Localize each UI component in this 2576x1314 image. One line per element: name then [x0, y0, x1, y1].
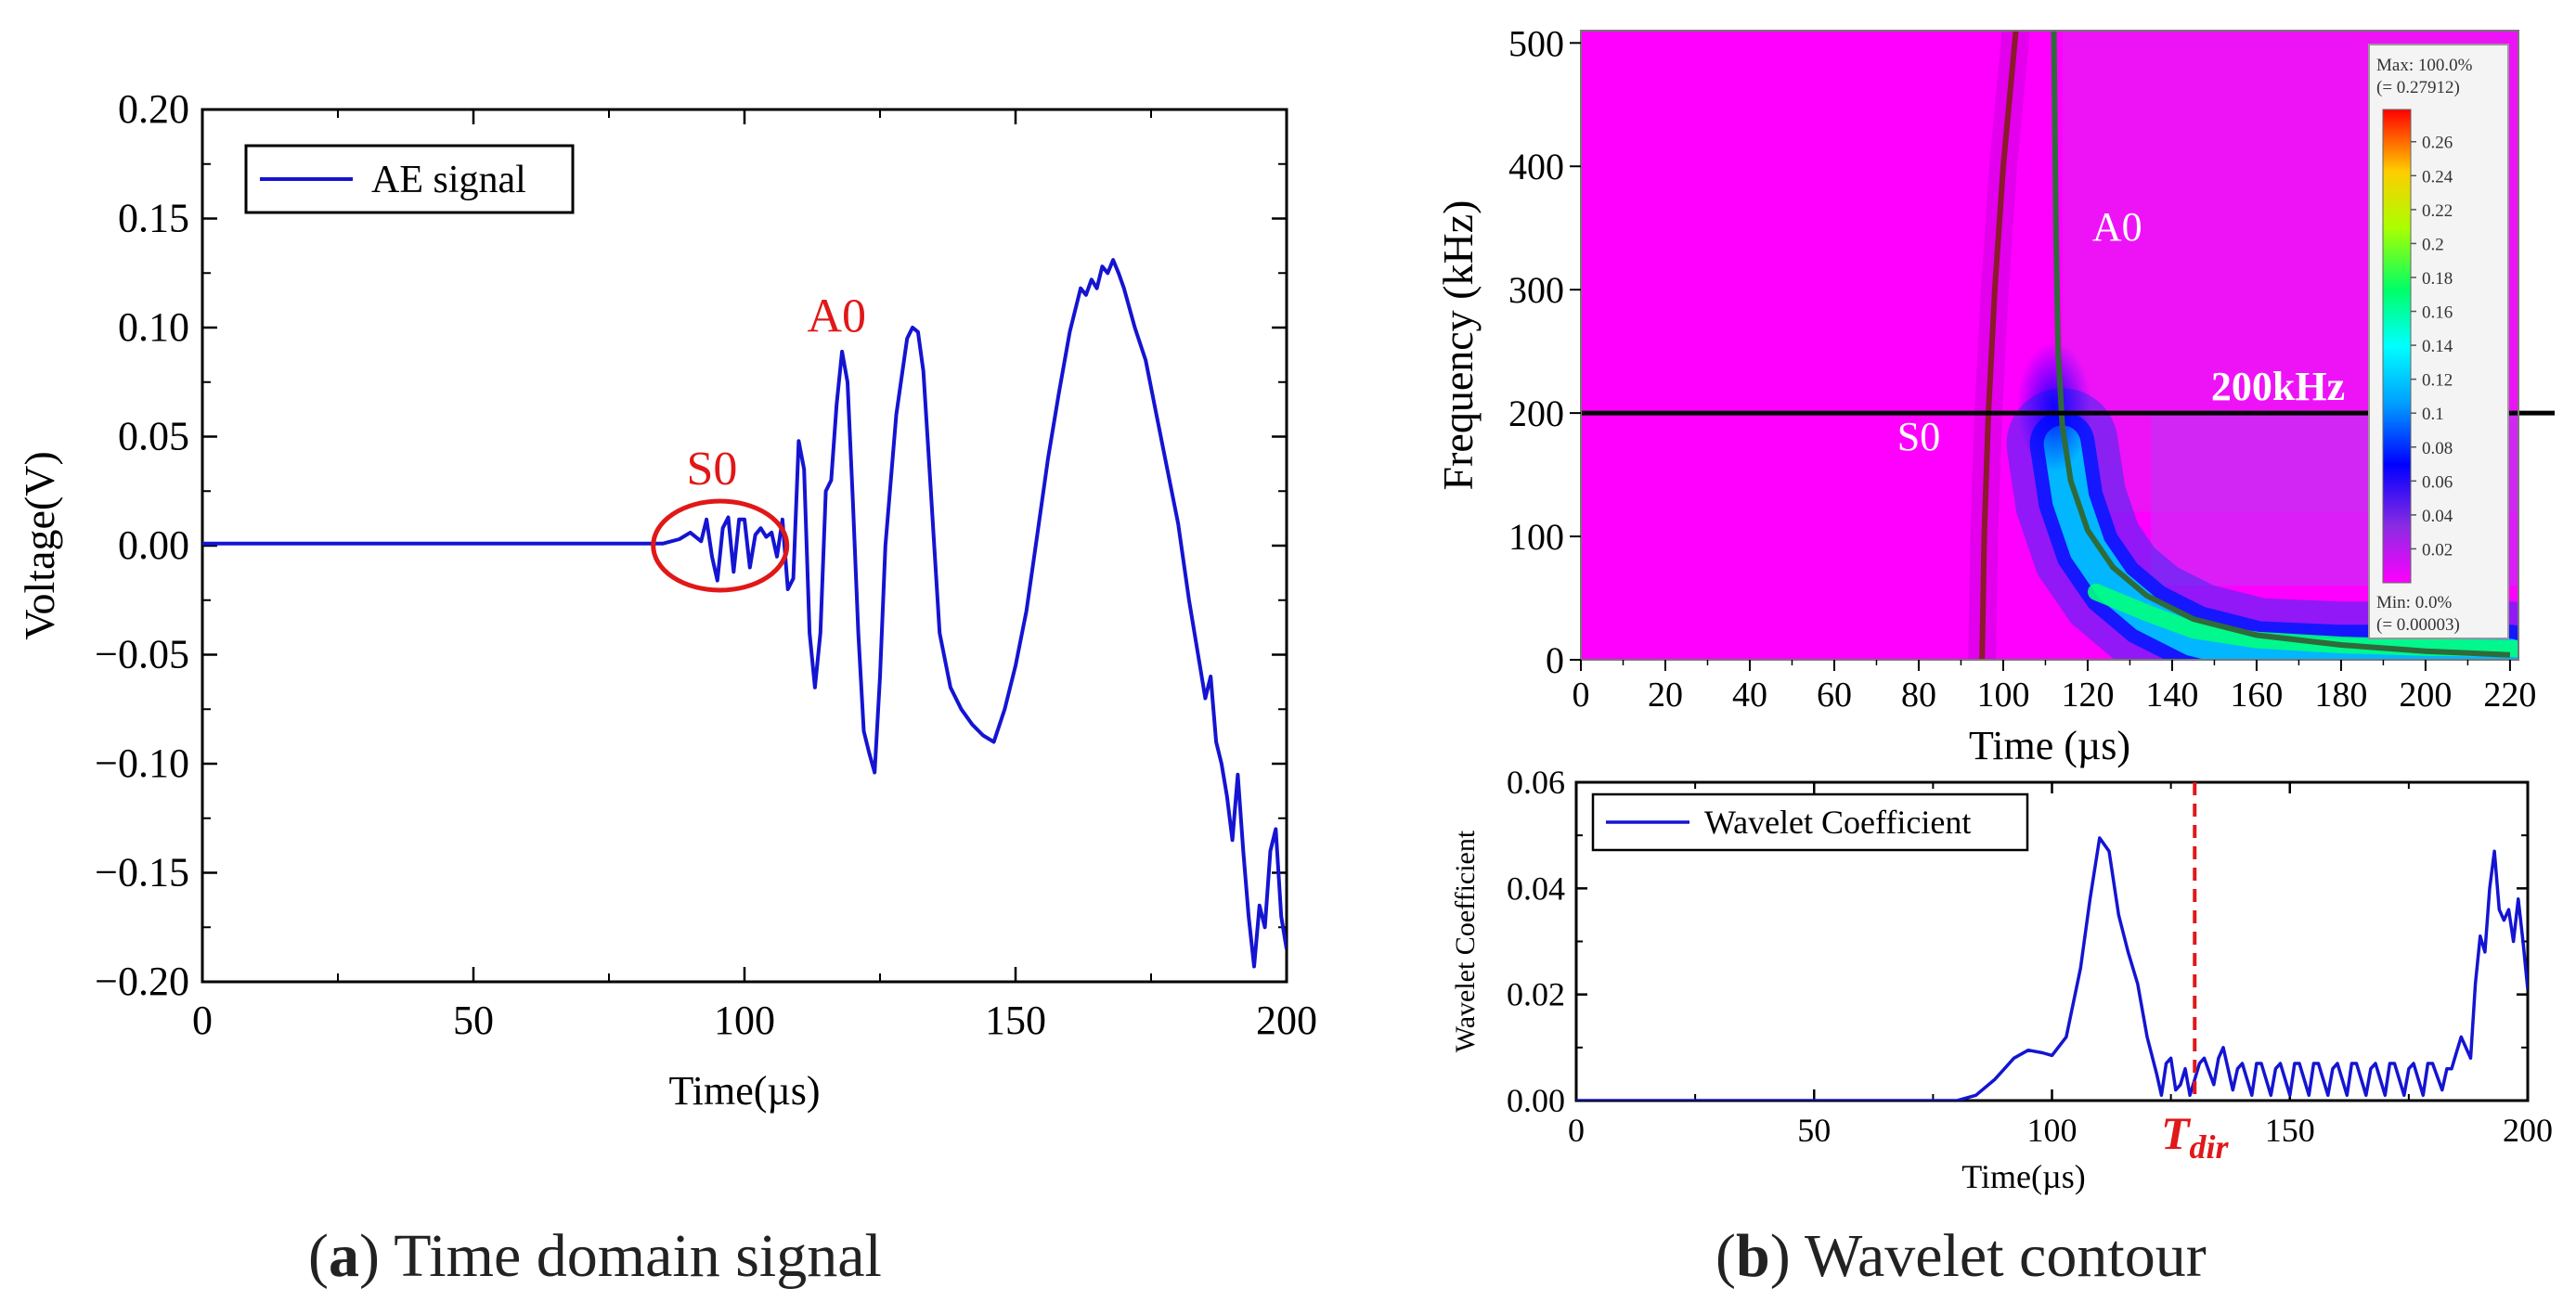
- colorbar-tick-label: 0.16: [2422, 303, 2453, 323]
- plot-b2-series-wavelet-coefficient: [1576, 836, 2528, 1101]
- colorbar-tick-label: 0.14: [2422, 337, 2453, 356]
- heatmap-label-a0: A0: [2092, 204, 2142, 250]
- plot-b2-ytick-label: 0.00: [1507, 1082, 1565, 1119]
- plot-b2-ytick-label: 0.02: [1507, 976, 1565, 1013]
- caption-b-text: Wavelet contour: [1790, 1222, 2207, 1290]
- heatmap-label-s0: S0: [1897, 414, 1940, 459]
- colorbar-tick-label: 0.02: [2422, 540, 2453, 560]
- plot-a-xtick-label: 100: [714, 998, 775, 1043]
- plot-a-ytick-label: 0.15: [118, 196, 189, 241]
- heatmap-xtick-label: 200: [2399, 676, 2452, 715]
- heatmap-ytick-label: 500: [1508, 22, 1564, 64]
- plot-b2-tdir-label-main: T: [2161, 1107, 2192, 1159]
- colorbar-tick-label: 0.22: [2422, 201, 2453, 221]
- plot-b2-tdir-label: Tdir: [2161, 1107, 2230, 1166]
- colorbar-tick-label: 0.08: [2422, 439, 2453, 458]
- heatmap-ridge-green: [2088, 583, 2518, 657]
- plot-a-xtick-label: 200: [1256, 998, 1317, 1043]
- colorbar-tick-label: 0.26: [2422, 134, 2453, 153]
- plot-b2-ytick-label: 0.04: [1507, 870, 1565, 907]
- plot-b2-tdir-label-sub: dir: [2190, 1128, 2230, 1166]
- heatmap-xtick-label: 60: [1817, 676, 1852, 715]
- plot-a-legend-label: AE signal: [371, 159, 526, 201]
- heatmap-xtick-label: 100: [1976, 676, 2029, 715]
- plot-a-ytick-label: −0.10: [95, 741, 189, 786]
- heatmap-frame: [1580, 30, 2519, 661]
- colorbar-gradient: [2382, 109, 2412, 584]
- heatmap-xtick-label: 40: [1732, 676, 1767, 715]
- plot-b2-xtick-label: 200: [2503, 1112, 2553, 1149]
- plot-a-ytick-label: −0.05: [95, 632, 189, 677]
- heatmap-xlabel: Time (µs): [1969, 723, 2130, 768]
- heatmap-xtick-label: 20: [1648, 676, 1683, 715]
- heatmap-xtick-label: 180: [2314, 676, 2367, 715]
- plot-a-annotation-s0: S0: [686, 443, 737, 496]
- plot-b2-xlabel: Time(µs): [1961, 1158, 2085, 1195]
- heatmap-xtick-label: 80: [1901, 676, 1936, 715]
- heatmap-ytick-label: 200: [1508, 393, 1564, 434]
- plot-b2-ytick-label: 0.06: [1507, 764, 1565, 801]
- plot-b2-xtick-label: 0: [1568, 1112, 1585, 1149]
- colorbar-tick-label: 0.1: [2422, 405, 2444, 424]
- heatmap-ytick-label: 0: [1546, 639, 1564, 681]
- colorbar-tick-label: 0.04: [2422, 507, 2453, 526]
- plot-b2-legend-label: Wavelet Coefficient: [1704, 804, 1971, 841]
- heatmap-200khz-label: 200kHz: [2211, 364, 2345, 409]
- heatmap-xtick-label: 160: [2230, 676, 2283, 715]
- heatmap-ytick-label: 300: [1508, 269, 1564, 311]
- caption-a-letter: a: [328, 1222, 359, 1290]
- heatmap-ytick-label: 400: [1508, 146, 1564, 187]
- heatmap-xtick-label: 120: [2061, 676, 2114, 715]
- plot-a-annotation-a0: A0: [807, 290, 866, 342]
- colorbar-tick-label: 0.24: [2422, 167, 2453, 187]
- colorbar-min-value: (= 0.00003): [2376, 615, 2460, 635]
- heatmap-xtick-label: 140: [2145, 676, 2198, 715]
- caption-b-letter: b: [1735, 1222, 1770, 1290]
- heatmap-ytick-label: 100: [1508, 516, 1564, 558]
- plot-a-ytick-label: −0.15: [95, 850, 189, 895]
- heatmap-xtick-label: 220: [2483, 676, 2536, 715]
- plot-b2-xtick-label: 50: [1797, 1112, 1831, 1149]
- plot-b2-ylabel: Wavelet Coefficient: [1450, 830, 1481, 1052]
- plot-a-xtick-label: 0: [192, 998, 213, 1043]
- heatmap-ylabel: Frequency (kHz): [1434, 200, 1482, 491]
- plot-a-xlabel: Time(µs): [668, 1068, 820, 1114]
- colorbar-min-label: Min: 0.0%: [2376, 593, 2452, 612]
- plot-a-ylabel: Voltage(V): [16, 451, 63, 640]
- plot-b2-xtick-label: 100: [2027, 1112, 2078, 1149]
- plot-a-xtick-label: 50: [453, 998, 494, 1043]
- caption-a-text: Time domain signal: [379, 1222, 882, 1290]
- plot-a-series-ae-signal: [202, 258, 1287, 969]
- plot-a-ytick-label: 0.00: [118, 522, 189, 568]
- caption-b: (b) Wavelet contour: [1715, 1222, 2207, 1290]
- plot-a-ytick-label: −0.20: [95, 959, 189, 1004]
- caption-a: (a) Time domain signal: [308, 1222, 882, 1290]
- colorbar-tick-label: 0.12: [2422, 371, 2453, 391]
- heatmap-a0-curve: [2051, 31, 2511, 658]
- colorbar-tick-label: 0.06: [2422, 472, 2453, 492]
- heatmap-s0-curve: [1979, 31, 2019, 660]
- plot-a-ytick-label: 0.05: [118, 414, 189, 459]
- heatmap-hotspot: [2016, 341, 2091, 472]
- colorbar-tick-label: 0.18: [2422, 269, 2453, 289]
- heatmap-xtick-label: 0: [1573, 676, 1590, 715]
- colorbar-tick-label: 0.2: [2422, 235, 2444, 254]
- plot-a-frame: [201, 108, 1288, 984]
- colorbar-max-label: Max: 100.0%: [2376, 56, 2473, 75]
- plot-a-xtick-label: 150: [985, 998, 1046, 1043]
- plot-a-ytick-label: 0.20: [118, 86, 189, 132]
- plot-a-s0-circle: [651, 498, 790, 593]
- plot-a-ytick-label: 0.10: [118, 304, 189, 350]
- plot-b2-xtick-label: 150: [2265, 1112, 2315, 1149]
- colorbar-max-value: (= 0.27912): [2376, 78, 2460, 97]
